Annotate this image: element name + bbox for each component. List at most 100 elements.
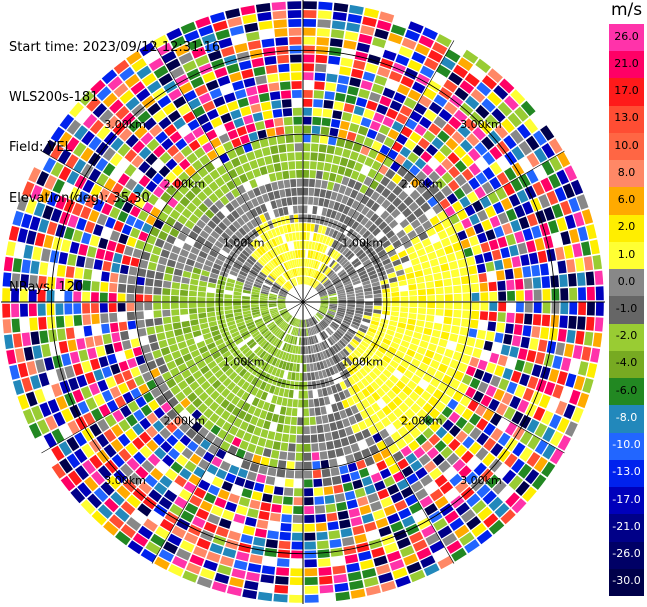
ppi-gate (423, 109, 437, 122)
ppi-gate (522, 486, 537, 502)
ppi-gate (20, 303, 28, 317)
ppi-gate (552, 384, 564, 399)
ppi-gate (260, 29, 274, 39)
ppi-gate (386, 424, 397, 435)
ppi-gate (292, 196, 298, 205)
ppi-gate (351, 423, 361, 434)
ppi-gate (147, 80, 162, 94)
ppi-gate (360, 255, 369, 263)
ppi-gate (242, 371, 251, 381)
ppi-gate (449, 517, 465, 531)
ppi-gate (295, 232, 300, 241)
ppi-gate (343, 445, 352, 455)
ppi-gate (435, 426, 448, 439)
ppi-gate (278, 415, 285, 424)
ppi-gate (279, 531, 291, 541)
ppi-gate (483, 340, 493, 352)
ppi-gate (28, 303, 37, 317)
ppi-gate (292, 523, 303, 532)
ppi-gate (357, 420, 367, 431)
ppi-gate (330, 322, 338, 329)
ppi-gate (107, 353, 118, 365)
ppi-gate (338, 303, 347, 307)
ppi-gate (271, 228, 278, 238)
ppi-gate (166, 234, 176, 245)
ppi-gate (483, 437, 497, 452)
ppi-gate (126, 236, 137, 248)
ppi-gate (520, 100, 536, 117)
ppi-gate (290, 269, 295, 278)
ppi-gate (380, 342, 389, 350)
ppi-gate (347, 296, 355, 300)
ppi-gate (197, 291, 206, 297)
ppi-gate (12, 258, 22, 273)
colorbar-segment (609, 350, 644, 379)
ppi-gate (172, 165, 184, 177)
ppi-gate (400, 75, 414, 88)
ppi-gate (365, 187, 375, 198)
ppi-gate (311, 134, 320, 143)
ppi-gate (257, 437, 267, 447)
ppi-gate (200, 568, 216, 580)
ppi-gate (482, 151, 496, 166)
ppi-gate (555, 246, 565, 261)
ppi-gate (277, 303, 286, 305)
ppi-gate (431, 137, 444, 150)
ppi-gate (409, 110, 423, 123)
ppi-gate (395, 380, 406, 390)
ppi-gate (459, 532, 475, 546)
ppi-gate (479, 311, 489, 321)
ppi-gate (111, 262, 121, 273)
ppi-gate (169, 209, 181, 220)
ppi-gate (166, 409, 178, 421)
ppi-gate (370, 472, 382, 483)
ppi-gate (411, 358, 421, 368)
ppi-gate (259, 271, 267, 278)
ppi-gate (34, 388, 46, 404)
ppi-gate (231, 266, 240, 274)
ppi-gate (296, 435, 303, 443)
ppi-gate (555, 342, 565, 356)
ppi-gate (339, 465, 349, 475)
ppi-gate (118, 312, 127, 322)
ppi-gate (221, 172, 232, 183)
ppi-gate (362, 230, 371, 239)
ppi-gate (189, 214, 199, 224)
ppi-gate (453, 109, 468, 123)
ppi-gate (111, 182, 124, 196)
ppi-gate (80, 386, 92, 400)
ppi-gate (182, 60, 197, 73)
ppi-gate (510, 370, 522, 383)
ppi-gate (372, 354, 382, 363)
ppi-gate (156, 461, 169, 474)
ppi-gate (485, 205, 497, 218)
ppi-gate (331, 20, 346, 30)
ppi-gate (209, 204, 220, 215)
ppi-gate (6, 349, 17, 365)
ppi-gate (316, 170, 323, 180)
ppi-gate (428, 171, 440, 183)
ppi-gate (184, 532, 199, 545)
ppi-gate (218, 37, 233, 49)
ppi-gate (15, 348, 25, 363)
ppi-gate (262, 254, 270, 263)
ppi-gate (165, 468, 178, 481)
ppi-gate (263, 212, 271, 221)
ppi-gate (350, 471, 361, 481)
ppi-gate (494, 365, 505, 377)
ppi-gate (204, 41, 220, 54)
ppi-gate (364, 484, 376, 495)
ppi-gate (520, 336, 530, 349)
ppi-gate (400, 340, 410, 348)
ppi-gate (360, 80, 373, 91)
ppi-gate (482, 452, 496, 467)
ppi-gate (287, 452, 296, 461)
ppi-gate (363, 108, 375, 120)
ppi-gate (225, 191, 235, 202)
ppi-gate (42, 385, 55, 401)
ppi-gate (262, 341, 270, 350)
ppi-gate (73, 315, 83, 326)
ppi-gate (320, 304, 329, 308)
ppi-gate (303, 390, 309, 399)
ppi-gate (250, 269, 259, 276)
